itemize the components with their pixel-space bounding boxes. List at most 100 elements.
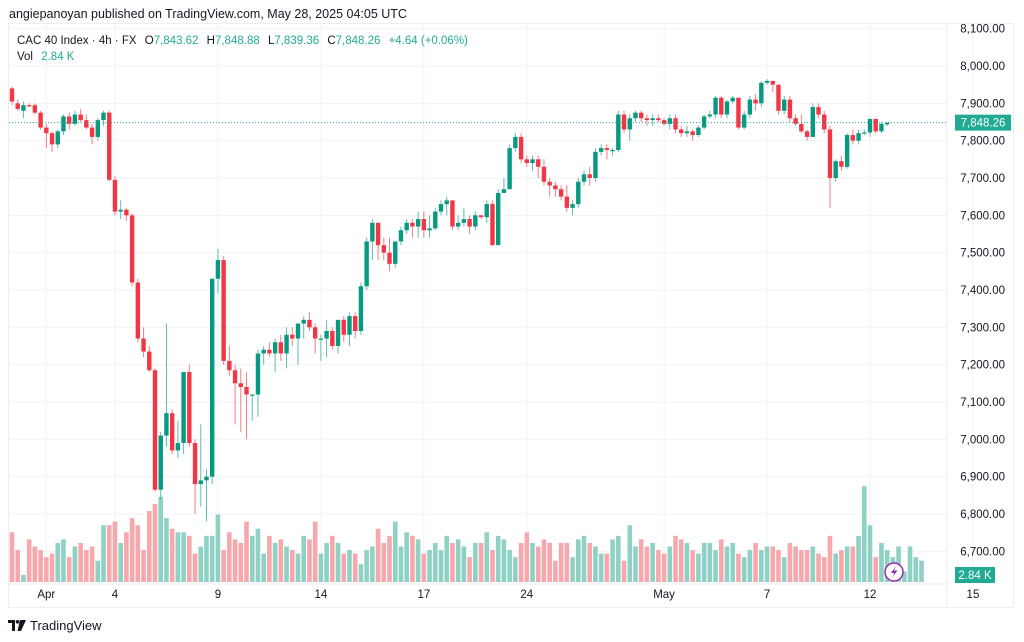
legend-change: +4.64 (+0.06%)	[388, 35, 468, 47]
candle-body	[255, 353, 261, 395]
candle	[576, 177, 581, 208]
candle-body	[318, 338, 324, 340]
candle-body	[576, 181, 581, 205]
volume-bar	[593, 546, 598, 582]
volume-bar	[72, 546, 78, 582]
candle-body	[621, 114, 627, 130]
volume-bar	[15, 550, 21, 582]
candle	[21, 101, 26, 119]
volume-bar	[644, 546, 650, 582]
volume-bar	[810, 546, 816, 582]
candle-body	[759, 82, 764, 104]
candle	[639, 110, 644, 122]
candle	[764, 79, 770, 85]
legend-low-label: L	[267, 35, 275, 47]
candle	[822, 110, 827, 134]
candle-body	[696, 127, 701, 136]
volume-bar	[84, 550, 89, 582]
candle-body	[518, 136, 524, 160]
volume-bar	[741, 557, 747, 582]
volume-bar	[861, 486, 867, 582]
candle-body	[278, 342, 284, 354]
candle-body	[467, 219, 472, 227]
volume-bar	[730, 542, 736, 582]
volume-bars	[9, 486, 924, 582]
candle	[255, 349, 261, 417]
candle	[833, 159, 838, 182]
candle-body	[301, 319, 306, 324]
price-tick-label: 7,600.00	[960, 210, 1005, 222]
volume-bar	[432, 542, 438, 582]
volume-bar	[324, 542, 329, 582]
candle	[747, 95, 753, 119]
candle-body	[232, 370, 238, 384]
volume-bar	[295, 553, 301, 582]
candle	[164, 323, 169, 447]
candle-body	[570, 204, 575, 208]
candle	[650, 114, 655, 126]
volume-bar	[696, 553, 701, 582]
volume-bar	[141, 550, 146, 582]
candle	[44, 123, 49, 149]
candle	[375, 222, 381, 261]
volume-bar	[410, 535, 415, 582]
candle-body	[398, 230, 404, 242]
candle	[84, 114, 89, 130]
candle-body	[55, 131, 60, 145]
candle	[72, 110, 78, 126]
tradingview-logo[interactable]: TradingView	[8, 618, 102, 633]
candle-body	[387, 252, 392, 264]
candle	[398, 226, 404, 246]
candle	[450, 200, 455, 231]
candle	[107, 110, 112, 182]
volume-bar	[38, 550, 43, 582]
candle-body	[541, 166, 547, 182]
candle	[541, 159, 547, 186]
candle-body	[112, 179, 118, 212]
candle	[284, 327, 289, 369]
price-tick-label: 8,000.00	[960, 61, 1005, 73]
candle	[278, 334, 284, 361]
candle-body	[204, 476, 209, 481]
candle	[261, 345, 266, 365]
candle	[507, 144, 512, 190]
time-tick-label: 24	[520, 589, 533, 601]
candle-body	[221, 260, 226, 361]
candle-body	[84, 120, 89, 128]
candle	[433, 207, 438, 231]
volume-bar	[187, 535, 192, 582]
candle-body	[639, 112, 644, 119]
candle	[147, 345, 152, 373]
candle-body	[484, 204, 489, 218]
volume-bar	[181, 532, 186, 582]
candle	[267, 342, 272, 358]
volume-bar	[553, 560, 558, 582]
candle	[581, 170, 587, 186]
volume-bar	[375, 528, 381, 582]
volume-bar	[753, 542, 758, 582]
volume-bar	[587, 542, 593, 582]
candle-body	[78, 114, 83, 121]
candle	[244, 372, 249, 440]
candle	[799, 114, 804, 134]
volume-bar	[438, 550, 444, 582]
volume-bar	[621, 560, 627, 582]
candle-body	[307, 319, 312, 328]
volume-bar	[616, 535, 621, 582]
candle-body	[26, 105, 32, 107]
volume-bar	[118, 542, 123, 582]
candle	[187, 364, 192, 447]
volume-bar	[867, 525, 873, 582]
candle	[169, 409, 175, 455]
lightning-icon[interactable]	[884, 562, 904, 582]
legend-low: 7,839.36	[274, 35, 320, 47]
candle-body	[61, 116, 66, 132]
candle	[461, 207, 467, 227]
candle-body	[684, 131, 690, 134]
candle-body	[507, 148, 512, 190]
candle	[307, 312, 312, 332]
volume-bar	[650, 542, 655, 582]
volume-bar	[770, 546, 776, 582]
volume-bar	[535, 546, 541, 582]
